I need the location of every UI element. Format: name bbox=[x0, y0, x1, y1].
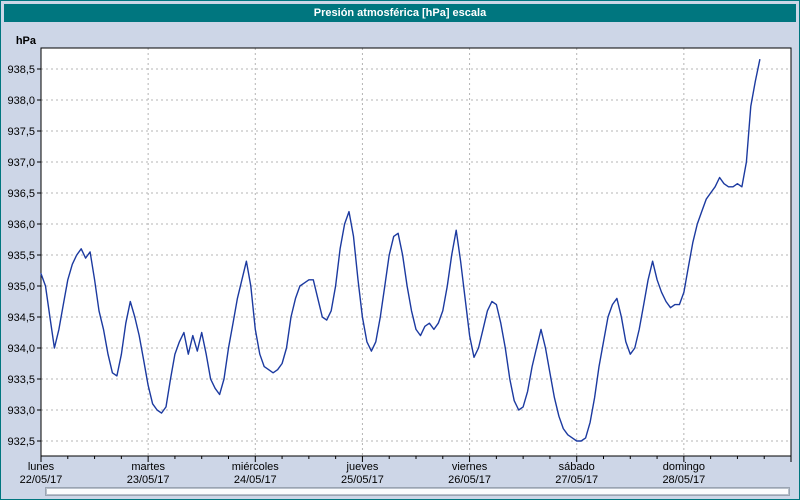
svg-text:933,0: 933,0 bbox=[7, 405, 35, 417]
svg-text:viernes: viernes bbox=[452, 461, 488, 473]
svg-text:937,5: 937,5 bbox=[7, 126, 35, 138]
svg-text:martes: martes bbox=[131, 461, 165, 473]
chart-title: Presión atmosférica [hPa] escala bbox=[313, 7, 487, 19]
svg-text:934,0: 934,0 bbox=[7, 343, 35, 355]
svg-text:25/05/17: 25/05/17 bbox=[341, 474, 384, 486]
svg-text:26/05/17: 26/05/17 bbox=[448, 474, 491, 486]
svg-text:934,5: 934,5 bbox=[7, 312, 35, 324]
chart-title-bar: Presión atmosférica [hPa] escala bbox=[4, 4, 796, 22]
svg-text:936,0: 936,0 bbox=[7, 219, 35, 231]
svg-text:lunes: lunes bbox=[28, 461, 55, 473]
svg-text:932,5: 932,5 bbox=[7, 436, 35, 448]
svg-text:hPa: hPa bbox=[16, 35, 37, 47]
svg-text:938,0: 938,0 bbox=[7, 95, 35, 107]
svg-text:935,0: 935,0 bbox=[7, 281, 35, 293]
svg-text:933,5: 933,5 bbox=[7, 374, 35, 386]
svg-text:24/05/17: 24/05/17 bbox=[234, 474, 277, 486]
svg-text:jueves: jueves bbox=[346, 461, 379, 473]
svg-text:936,5: 936,5 bbox=[7, 188, 35, 200]
svg-text:28/05/17: 28/05/17 bbox=[662, 474, 705, 486]
svg-text:937,0: 937,0 bbox=[7, 157, 35, 169]
svg-text:22/05/17: 22/05/17 bbox=[20, 474, 63, 486]
svg-text:935,5: 935,5 bbox=[7, 250, 35, 262]
svg-text:938,5: 938,5 bbox=[7, 64, 35, 76]
svg-text:domingo: domingo bbox=[663, 461, 705, 473]
svg-text:miércoles: miércoles bbox=[232, 461, 280, 473]
scrollbar-thumb[interactable] bbox=[46, 488, 789, 495]
svg-text:27/05/17: 27/05/17 bbox=[555, 474, 598, 486]
svg-text:23/05/17: 23/05/17 bbox=[127, 474, 170, 486]
svg-text:sábado: sábado bbox=[559, 461, 595, 473]
scale-scrollbar[interactable] bbox=[45, 487, 790, 496]
